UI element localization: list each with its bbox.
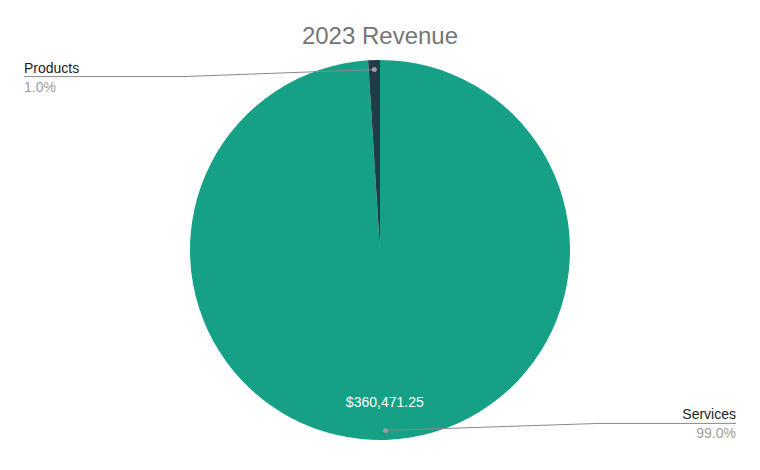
amount-label: $360,471.25 (346, 394, 424, 410)
leader-line (386, 423, 736, 430)
value-label: 1.0% (24, 79, 56, 95)
title: 2023 Revenue (302, 22, 458, 49)
labels: $360,471.25 Services 99.0% Products 1.0% (24, 60, 736, 442)
leader-dot (383, 428, 388, 433)
value-label: 99.0% (696, 425, 736, 441)
slice (368, 60, 380, 250)
chart: 2023 Revenue $360,471.25 Services 99.0% Prod… (0, 0, 760, 470)
slices (190, 60, 570, 440)
slice (190, 60, 570, 440)
leader-dot (372, 67, 377, 72)
category-label: Products (24, 60, 79, 76)
category-label: Services (682, 406, 736, 422)
